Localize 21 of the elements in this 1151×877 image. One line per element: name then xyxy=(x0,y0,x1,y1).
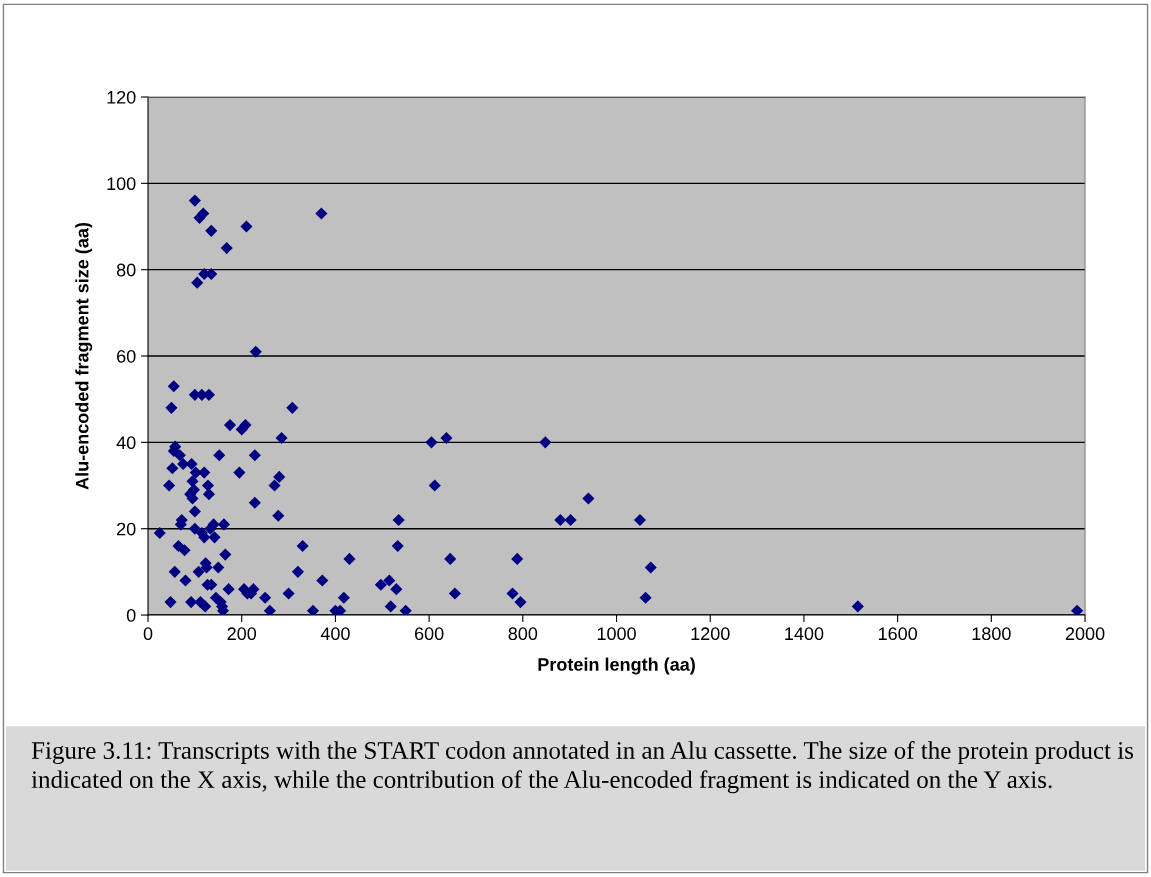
x-tick-label: 1000 xyxy=(597,627,636,641)
x-tick-label: 1600 xyxy=(878,627,918,641)
x-axis-title: Protein length (aa) xyxy=(538,657,695,675)
y-tick-label: 0 xyxy=(126,608,136,622)
x-tick-label: 400 xyxy=(320,627,350,641)
x-tick-label: 200 xyxy=(227,627,257,641)
y-tick-label: 80 xyxy=(116,263,136,277)
y-tick-label: 40 xyxy=(116,436,136,450)
x-tick-label: 800 xyxy=(508,627,538,641)
y-tick-label: 100 xyxy=(107,177,136,191)
x-tick-label: 2000 xyxy=(1065,627,1105,641)
y-tick-label: 20 xyxy=(117,522,136,536)
y-tick-label: 60 xyxy=(117,349,136,363)
caption: Figure 3.11: Transcripts with the START codon annotated in an Alu cassette. The size of the protein product is indicated on the X axis, while the contribution of the Alu-encoded fragment is indicated on the Y axis. xyxy=(31,741,1134,794)
x-tick-label: 1800 xyxy=(972,627,1011,641)
x-tick-label: 600 xyxy=(414,627,444,641)
y-tick-label: 120 xyxy=(107,90,136,104)
x-tick-label: 0 xyxy=(143,627,153,641)
y-axis-title: Alu-encoded fragment size (aa) xyxy=(75,222,93,490)
x-tick-label: 1200 xyxy=(691,627,730,641)
x-tick-label: 1400 xyxy=(785,627,824,641)
